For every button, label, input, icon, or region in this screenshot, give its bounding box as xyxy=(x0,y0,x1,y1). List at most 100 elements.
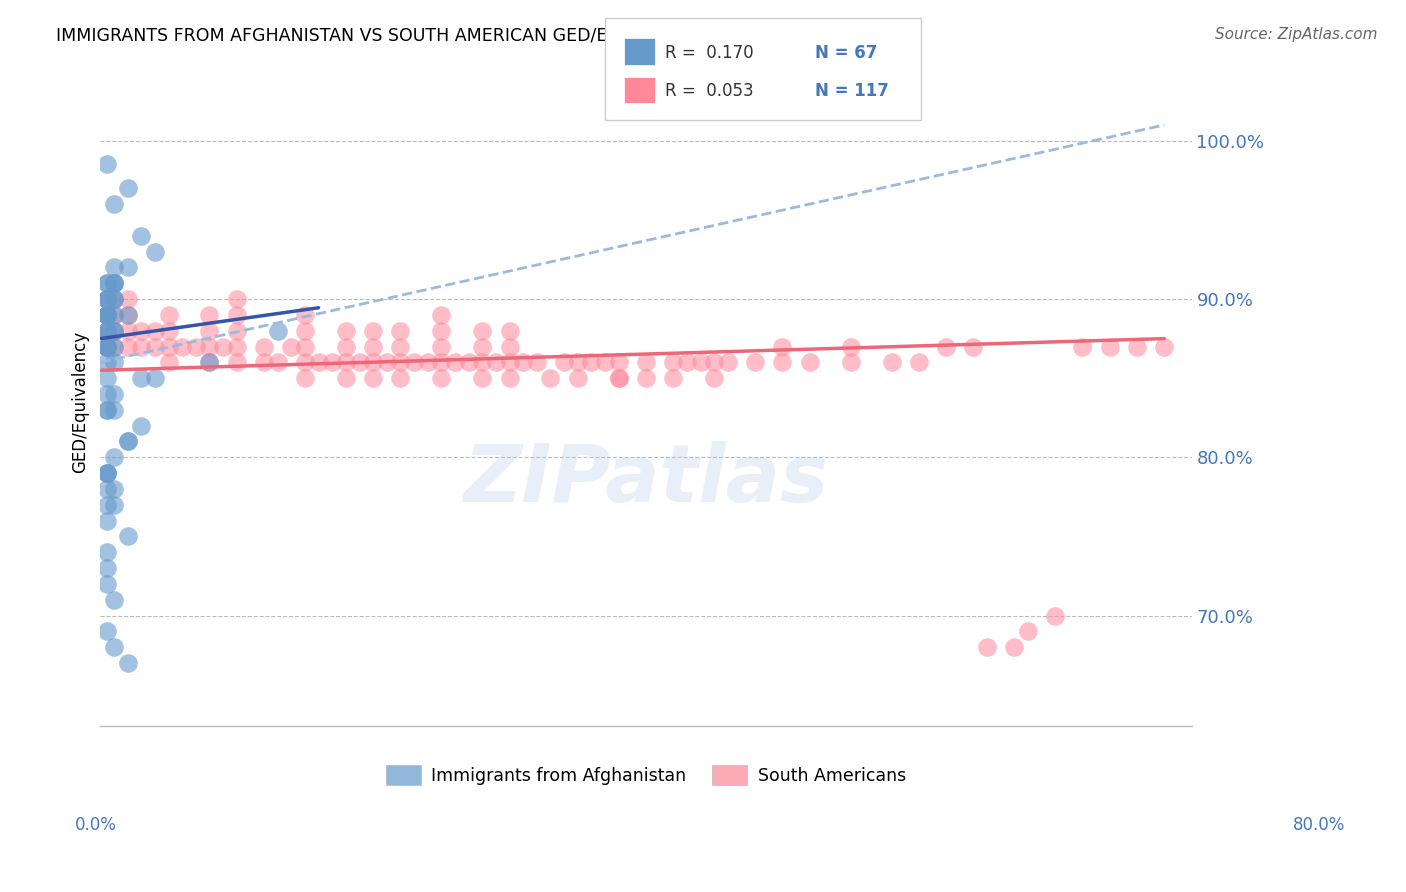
Point xyxy=(96,308,118,322)
Point xyxy=(143,324,166,338)
Point xyxy=(96,277,118,291)
Point xyxy=(389,339,412,353)
Point xyxy=(430,355,453,369)
Point xyxy=(103,292,125,306)
Point xyxy=(962,339,984,353)
Point xyxy=(96,308,118,322)
Point xyxy=(129,418,152,433)
Point xyxy=(96,308,118,322)
Point xyxy=(96,308,118,322)
Text: ZIPatlas: ZIPatlas xyxy=(464,441,828,519)
Point xyxy=(567,355,589,369)
Point xyxy=(103,324,125,338)
Point xyxy=(335,371,357,385)
Point xyxy=(308,355,330,369)
Point xyxy=(689,355,711,369)
Point xyxy=(117,308,139,322)
Point xyxy=(103,277,125,291)
Text: N = 117: N = 117 xyxy=(815,82,890,100)
Point xyxy=(799,355,821,369)
Point xyxy=(225,324,247,338)
Point xyxy=(976,640,998,655)
Point xyxy=(321,355,343,369)
Point xyxy=(253,339,276,353)
Point xyxy=(389,324,412,338)
Point xyxy=(540,371,562,385)
Point xyxy=(184,339,207,353)
Point xyxy=(335,355,357,369)
Point xyxy=(117,324,139,338)
Point xyxy=(96,624,118,639)
Point xyxy=(198,324,221,338)
Point xyxy=(471,339,494,353)
Point xyxy=(1126,339,1149,353)
Point xyxy=(103,355,125,369)
Point xyxy=(607,355,630,369)
Point xyxy=(103,640,125,655)
Text: 0.0%: 0.0% xyxy=(75,816,117,834)
Point xyxy=(253,355,276,369)
Point xyxy=(143,244,166,259)
Point xyxy=(143,339,166,353)
Point xyxy=(96,402,118,417)
Point xyxy=(96,466,118,480)
Point xyxy=(512,355,534,369)
Point xyxy=(770,355,793,369)
Point xyxy=(361,324,384,338)
Point xyxy=(103,324,125,338)
Point xyxy=(129,228,152,243)
Point xyxy=(375,355,398,369)
Point xyxy=(567,371,589,385)
Point xyxy=(96,308,118,322)
Point xyxy=(1071,339,1094,353)
Point xyxy=(96,324,118,338)
Point xyxy=(389,371,412,385)
Point xyxy=(717,355,740,369)
Point xyxy=(103,450,125,465)
Point xyxy=(103,324,125,338)
Point xyxy=(294,355,316,369)
Point xyxy=(225,339,247,353)
Point xyxy=(96,498,118,512)
Point xyxy=(880,355,903,369)
Point xyxy=(471,324,494,338)
Point xyxy=(553,355,575,369)
Point xyxy=(96,402,118,417)
Point xyxy=(444,355,467,369)
Point xyxy=(1017,624,1039,639)
Point xyxy=(103,277,125,291)
Point xyxy=(430,324,453,338)
Point xyxy=(103,292,125,306)
Point xyxy=(1098,339,1121,353)
Point xyxy=(117,260,139,275)
Point xyxy=(498,371,520,385)
Point xyxy=(526,355,548,369)
Point xyxy=(103,498,125,512)
Point xyxy=(770,339,793,353)
Point xyxy=(157,324,180,338)
Point xyxy=(157,355,180,369)
Point xyxy=(129,339,152,353)
Point xyxy=(96,339,118,353)
Point xyxy=(266,324,288,338)
Point xyxy=(103,277,125,291)
Point xyxy=(703,371,725,385)
Point xyxy=(471,371,494,385)
Text: N = 67: N = 67 xyxy=(815,44,877,62)
Point xyxy=(607,371,630,385)
Point xyxy=(361,355,384,369)
Point xyxy=(117,181,139,195)
Point xyxy=(103,387,125,401)
Point xyxy=(662,355,685,369)
Point xyxy=(212,339,235,353)
Point xyxy=(744,355,766,369)
Point xyxy=(430,371,453,385)
Point xyxy=(103,308,125,322)
Point xyxy=(103,339,125,353)
Point xyxy=(96,324,118,338)
Point xyxy=(839,339,862,353)
Point xyxy=(471,355,494,369)
Point xyxy=(96,514,118,528)
Point xyxy=(96,466,118,480)
Point xyxy=(96,292,118,306)
